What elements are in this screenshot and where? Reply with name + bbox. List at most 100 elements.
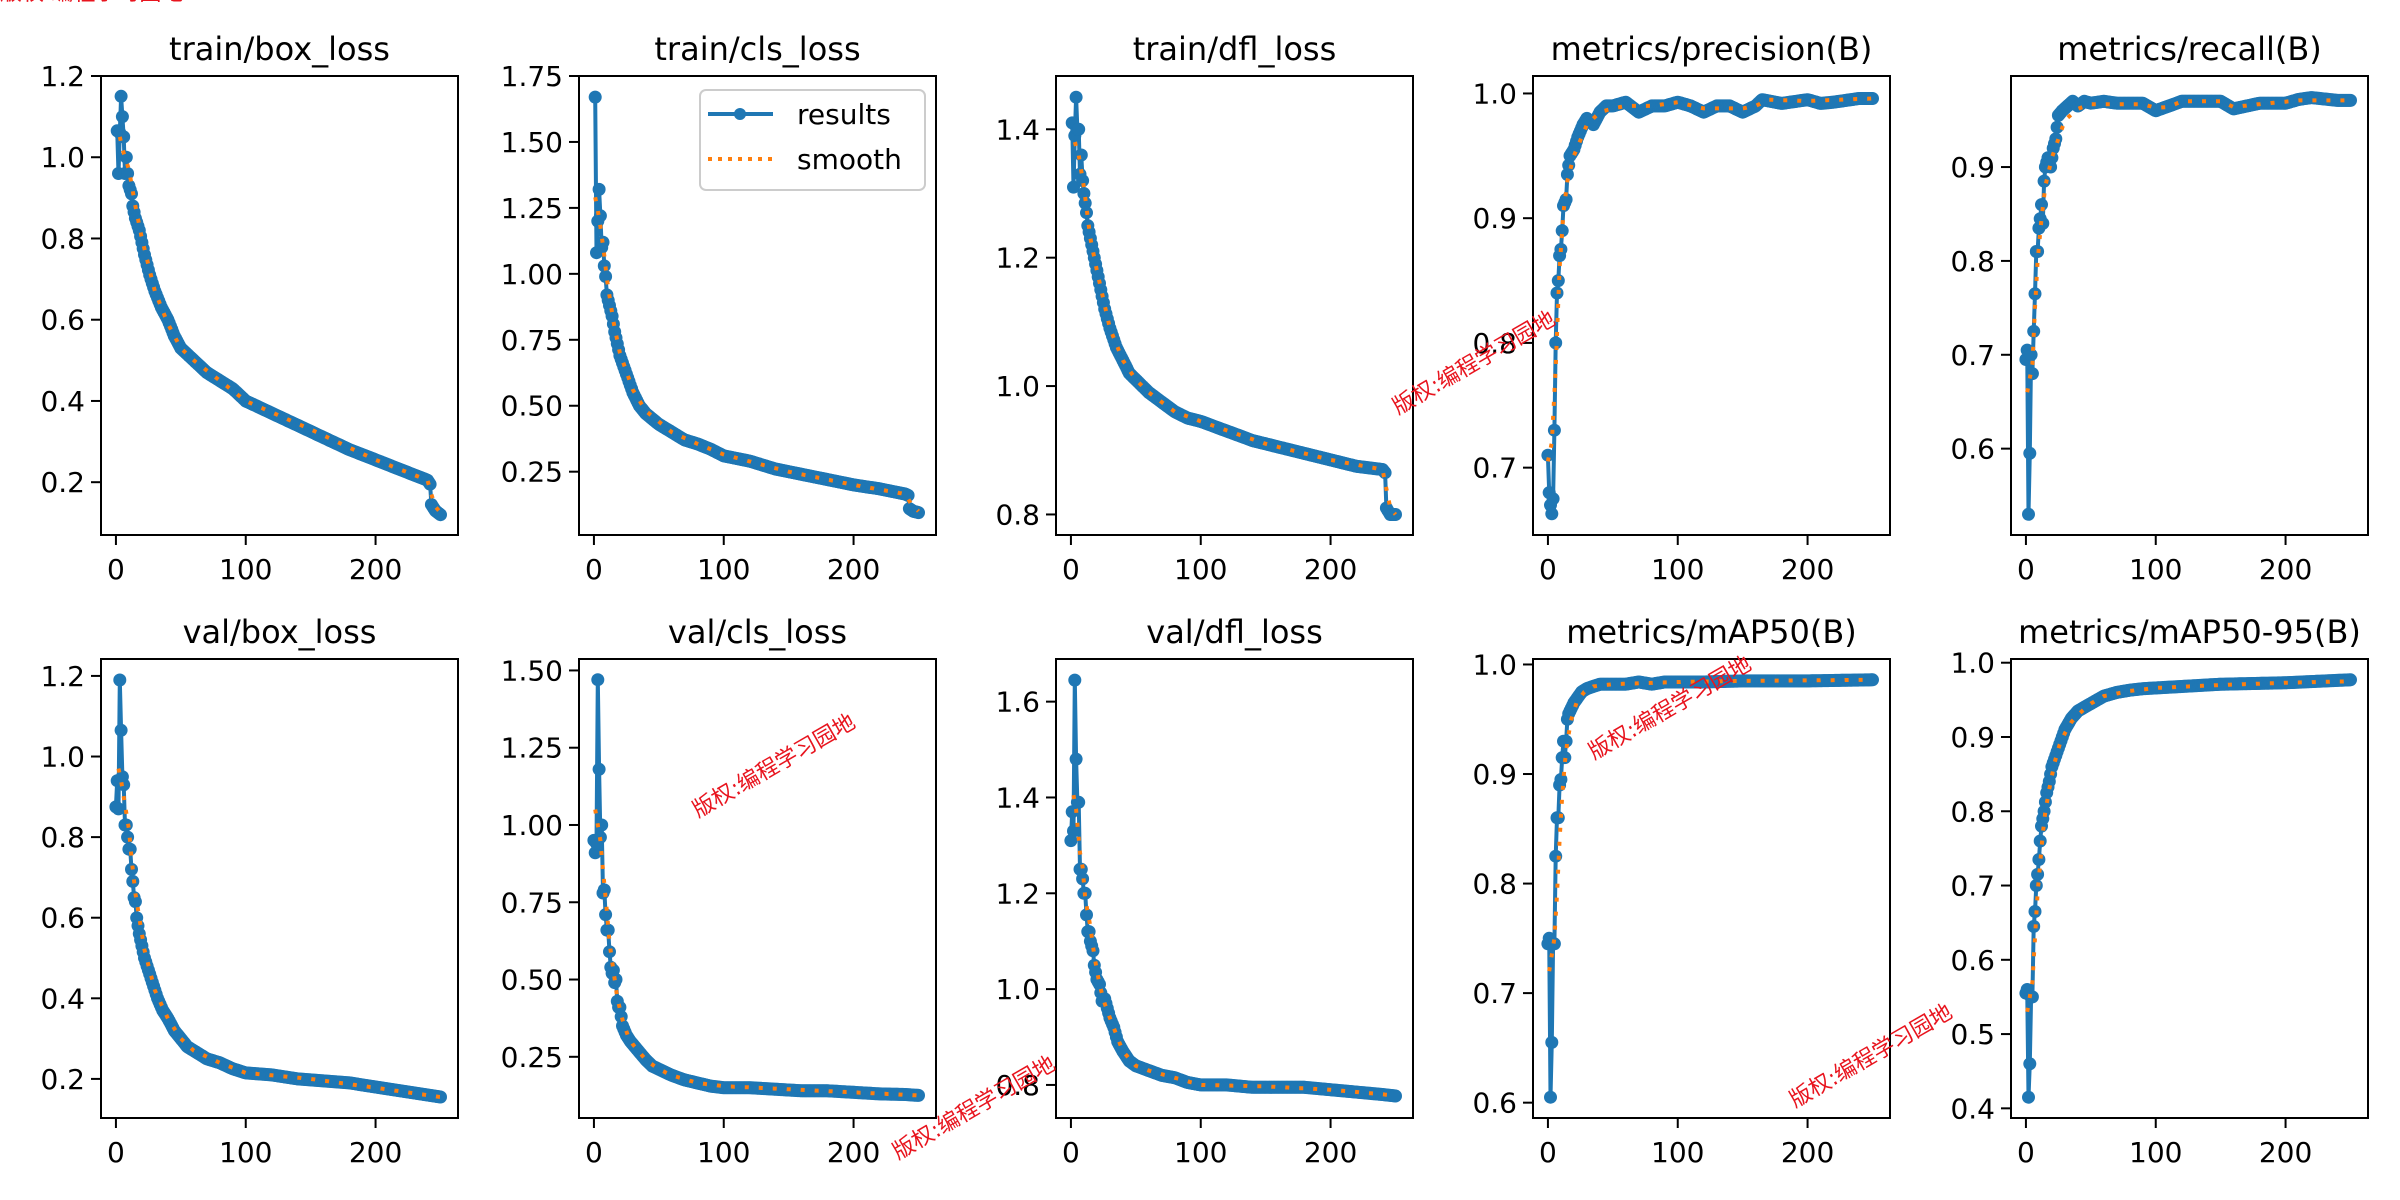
x-tick-label: 100 — [697, 1136, 750, 1169]
results-point — [591, 673, 605, 687]
results-point — [1068, 673, 1082, 687]
plot-frame — [2010, 658, 2369, 1119]
results-point — [1080, 908, 1093, 922]
legend-label-results: results — [797, 98, 891, 131]
y-tick-label: 0.6 — [40, 902, 85, 935]
x-tick-label: 100 — [1651, 553, 1704, 586]
results-point — [434, 1090, 447, 1104]
results-point — [597, 883, 611, 897]
subplot-val-dfl-loss: val/dfl_loss 0 100 200 0.8 1.0 1.2 1.4 1.6 — [995, 613, 1414, 1169]
results-point — [1559, 193, 1573, 206]
subplot-train-dfl-loss: train/dfl_loss 0 100 200 0.8 1.0 1.2 1.4 — [995, 30, 1414, 586]
x-tick-label: 0 — [1539, 1136, 1557, 1169]
subplot-title: val/cls_loss — [668, 613, 847, 651]
results-point — [1866, 673, 1879, 687]
x-tick-label: 100 — [1651, 1136, 1704, 1169]
y-tick-label: 1.75 — [501, 60, 563, 93]
legend-results-marker — [734, 108, 746, 120]
y-tick-label: 1.00 — [501, 258, 563, 291]
results-point — [1545, 1035, 1559, 1049]
x-tick-label: 0 — [2017, 553, 2035, 586]
results-point — [1076, 174, 1090, 188]
y-tick-label: 1.0 — [40, 141, 85, 174]
results-point — [1067, 824, 1080, 838]
x-tick-label: 0 — [1062, 1136, 1080, 1169]
smooth-line — [593, 196, 920, 513]
results-point — [1554, 773, 1568, 786]
plot-area — [1065, 90, 1402, 521]
y-tick-label: 0.4 — [40, 385, 85, 418]
y-tick-label: 0.8 — [1950, 795, 1995, 828]
y-tick-label: 0.8 — [40, 222, 85, 255]
subplot-val-box-loss: val/box_loss 0 100 200 0.2 0.4 0.6 0.8 1.0 1.2 — [40, 613, 459, 1169]
subplot-title: train/box_loss — [169, 30, 390, 68]
results-point — [123, 842, 137, 856]
results-point — [592, 182, 606, 196]
results-point — [1549, 336, 1563, 350]
x-tick-label: 200 — [1304, 1136, 1357, 1169]
results-point — [1555, 224, 1569, 238]
y-tick-label: 1.4 — [995, 113, 1040, 146]
results-point — [113, 673, 127, 687]
plot-area — [1541, 92, 1879, 521]
subplot-title: metrics/precision(B) — [1551, 30, 1873, 68]
subplot-train-box-loss: train/box_loss 0 100 200 0.2 0.4 0.6 0.8 1.0 1.2 — [40, 30, 459, 586]
x-tick-label: 200 — [349, 553, 402, 586]
y-tick-label: 0.8 — [1950, 245, 1995, 278]
plot-area — [2019, 91, 2357, 521]
x-tick-label: 200 — [2259, 1136, 2312, 1169]
x-tick-label: 0 — [2017, 1136, 2035, 1169]
y-tick-label: 0.9 — [1950, 151, 1995, 184]
smooth-line — [2025, 679, 2351, 1013]
results-point — [114, 723, 128, 737]
x-tick-label: 200 — [1304, 553, 1357, 586]
y-tick-label: 1.0 — [1472, 77, 1517, 110]
results-point — [1389, 1089, 1402, 1103]
results-point — [1866, 92, 1879, 105]
y-tick-label: 0.5 — [1950, 1018, 1995, 1051]
plot-frame — [100, 658, 459, 1119]
results-point — [588, 90, 602, 104]
y-tick-label: 1.2 — [40, 660, 85, 693]
plot-frame — [578, 75, 937, 536]
plot-area — [1541, 673, 1879, 1104]
y-tick-label: 1.4 — [995, 781, 1040, 814]
x-tick-label: 200 — [827, 553, 880, 586]
plot-frame — [1055, 75, 1414, 536]
y-tick-label: 0.2 — [40, 1063, 85, 1096]
plot-area — [2019, 673, 2357, 1104]
x-tick-label: 100 — [2129, 553, 2182, 586]
results-point — [121, 167, 135, 180]
y-tick-label: 1.00 — [501, 809, 563, 842]
y-tick-label: 1.2 — [995, 242, 1040, 275]
results-point — [2027, 324, 2041, 338]
y-tick-label: 0.25 — [501, 456, 563, 489]
y-tick-label: 1.0 — [995, 370, 1040, 403]
plot-area — [1064, 673, 1402, 1103]
legend-label-smooth: smooth — [797, 143, 902, 176]
results-point — [1544, 1090, 1557, 1104]
results-point — [1065, 805, 1079, 819]
y-tick-label: 0.7 — [1472, 452, 1517, 485]
results-point — [1547, 937, 1561, 951]
results-point — [901, 488, 915, 502]
results-point — [2024, 348, 2038, 362]
x-tick-label: 0 — [1062, 553, 1080, 586]
plot-area — [109, 673, 447, 1104]
y-tick-label: 0.4 — [1950, 1092, 1995, 1125]
x-tick-label: 200 — [1781, 1136, 1834, 1169]
results-point — [1077, 187, 1091, 200]
results-point — [599, 908, 613, 922]
subplot-metrics-map50-95-b-: metrics/mAP50-95(B) 0 100 200 0.4 0.5 0.6 0.7 0.… — [1950, 613, 2369, 1169]
results-point — [1551, 274, 1565, 288]
results-point — [2023, 1057, 2037, 1071]
subplot-title: metrics/mAP50(B) — [1566, 613, 1857, 651]
smooth-line — [2025, 98, 2351, 393]
results-point — [1558, 751, 1572, 765]
y-tick-label: 0.7 — [1950, 870, 1995, 903]
y-tick-label: 0.8 — [995, 1069, 1040, 1102]
results-point — [1546, 492, 1560, 506]
results-point — [121, 830, 135, 844]
results-point — [2037, 174, 2051, 188]
